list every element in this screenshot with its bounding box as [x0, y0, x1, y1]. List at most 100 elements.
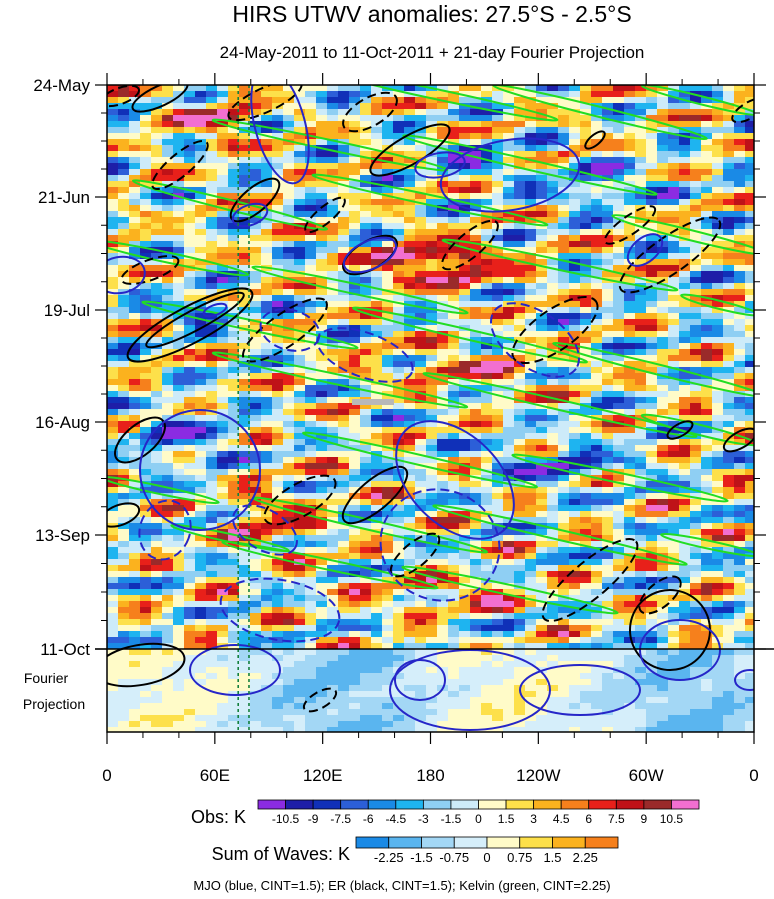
- field-cell: [184, 199, 196, 206]
- field-cell: [327, 247, 339, 254]
- field-cell: [415, 469, 427, 476]
- field-cell: [338, 547, 350, 554]
- field-cell: [635, 145, 647, 152]
- field-cell: [547, 481, 559, 488]
- field-cell: [184, 487, 196, 494]
- field-cell: [701, 355, 713, 362]
- field-cell: [118, 583, 130, 590]
- field-cell: [591, 277, 603, 284]
- field-cell: [536, 571, 548, 578]
- field-cell: [195, 481, 207, 488]
- field-cell: [360, 577, 372, 584]
- field-cell: [701, 457, 713, 464]
- field-cell: [305, 493, 317, 500]
- field-cell: [602, 289, 614, 296]
- field-cell: [580, 337, 592, 344]
- field-cell: [261, 343, 273, 350]
- field-cell: [536, 265, 548, 272]
- field-cell: [448, 343, 460, 350]
- field-cell: [316, 109, 328, 116]
- field-cell: [701, 187, 713, 194]
- field-cell: [107, 259, 119, 266]
- field-cell: [327, 97, 339, 104]
- field-cell: [228, 457, 240, 464]
- field-cell: [162, 223, 174, 230]
- field-cell: [129, 343, 141, 350]
- field-cell: [129, 499, 141, 506]
- field-cell: [250, 541, 262, 548]
- field-cell: [404, 409, 416, 416]
- field-cell: [734, 313, 746, 320]
- field-cell: [646, 211, 658, 218]
- field-cell: [228, 91, 240, 98]
- field-cell: [547, 301, 559, 308]
- field-cell: [140, 127, 152, 134]
- field-cell: [239, 283, 251, 290]
- field-cell: [591, 481, 603, 488]
- field-cell: [481, 259, 493, 266]
- field-cell: [503, 379, 515, 386]
- field-cell: [118, 145, 130, 152]
- field-cell: [558, 289, 570, 296]
- field-cell: [239, 577, 251, 584]
- field-cell: [547, 121, 559, 128]
- field-cell: [481, 247, 493, 254]
- field-cell: [745, 163, 754, 170]
- field-cell: [393, 427, 405, 434]
- field-cell: [635, 109, 647, 116]
- field-cell: [723, 199, 735, 206]
- field-cell: [261, 397, 273, 404]
- field-cell: [668, 103, 680, 110]
- field-cell: [250, 331, 262, 338]
- field-cell: [591, 403, 603, 410]
- field-cell: [437, 337, 449, 344]
- field-cell: [239, 475, 251, 482]
- field-cell: [712, 85, 724, 92]
- field-cell: [151, 259, 163, 266]
- field-cell: [283, 349, 295, 356]
- field-cell: [162, 511, 174, 518]
- field-cell: [173, 211, 185, 218]
- field-cell: [107, 91, 119, 98]
- field-cell: [712, 475, 724, 482]
- field-cell: [184, 481, 196, 488]
- field-cell: [294, 139, 306, 146]
- field-cell: [349, 109, 361, 116]
- field-cell: [272, 313, 284, 320]
- field-cell: [360, 535, 372, 542]
- field-cell: [712, 349, 724, 356]
- field-cell: [228, 133, 240, 140]
- field-cell: [195, 475, 207, 482]
- field-cell: [437, 211, 449, 218]
- field-cell: [712, 247, 724, 254]
- field-cell: [151, 217, 163, 224]
- field-cell: [448, 517, 460, 524]
- field-cell: [327, 139, 339, 146]
- field-cell: [525, 199, 537, 206]
- field-cell: [525, 217, 537, 224]
- field-cell: [547, 529, 559, 536]
- field-cell: [272, 253, 284, 260]
- field-cell: [701, 259, 713, 266]
- field-cell: [415, 91, 427, 98]
- field-cell: [349, 307, 361, 314]
- field-cell: [690, 331, 702, 338]
- field-cell: [371, 547, 383, 554]
- field-cell: [547, 289, 559, 296]
- field-cell: [690, 253, 702, 260]
- field-cell: [206, 343, 218, 350]
- field-cell: [657, 289, 669, 296]
- field-cell: [228, 559, 240, 566]
- field-cell: [613, 451, 625, 458]
- field-cell: [547, 133, 559, 140]
- field-cell: [690, 493, 702, 500]
- field-cell: [470, 355, 482, 362]
- field-cell: [690, 211, 702, 218]
- field-cell: [140, 157, 152, 164]
- field-cell: [195, 289, 207, 296]
- field-cell: [437, 397, 449, 404]
- field-cell: [129, 361, 141, 368]
- field-cell: [503, 133, 515, 140]
- field-cell: [294, 397, 306, 404]
- field-cell: [646, 439, 658, 446]
